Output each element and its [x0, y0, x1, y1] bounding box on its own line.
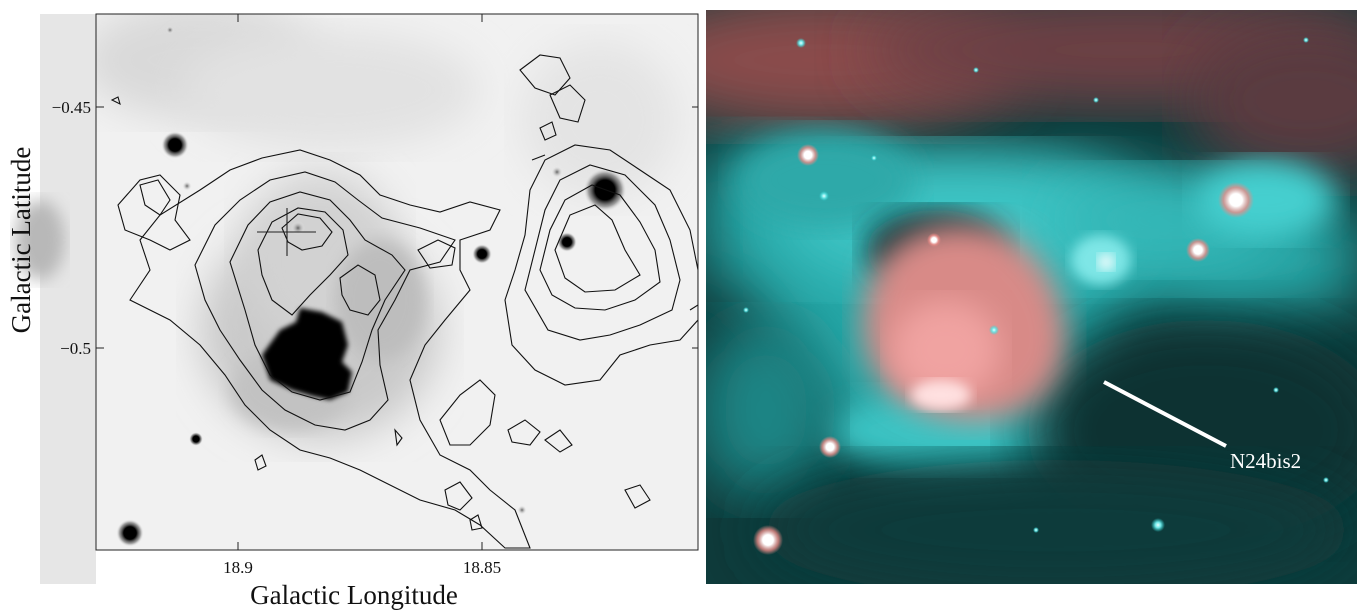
x-axis-label: Galactic Longitude [250, 580, 458, 610]
contour-map: −0.45 −0.5 18.9 18.85 Galactic Longitude… [6, 13, 699, 610]
star [1218, 182, 1254, 218]
y-tick-label: −0.45 [52, 98, 91, 117]
infrared-image: N24bis2 [706, 10, 1357, 584]
annotation-label: N24bis2 [1230, 449, 1301, 473]
star [753, 525, 783, 555]
star [1186, 238, 1210, 262]
position-marker-cross [257, 208, 316, 256]
point-source [557, 232, 577, 252]
point-source [161, 131, 189, 159]
point-source [189, 432, 203, 446]
x-tick-label: 18.85 [463, 558, 501, 577]
star [927, 233, 941, 247]
grayscale-image [96, 14, 698, 550]
image-edge [40, 14, 96, 584]
point-source [472, 244, 492, 264]
contour-lines [110, 54, 698, 549]
x-tick-label: 18.9 [223, 558, 253, 577]
star [819, 436, 841, 458]
axis-ticks [96, 14, 698, 550]
central-bright-source [262, 308, 352, 400]
y-axis-label: Galactic Latitude [6, 147, 36, 334]
annotation-pointer-line [1103, 380, 1227, 448]
plot-frame [95, 13, 699, 551]
star [797, 144, 819, 166]
y-tick-label: −0.5 [60, 339, 91, 358]
point-source [116, 519, 144, 547]
infrared-image-panel: N24bis2 [706, 10, 1357, 584]
contour-map-panel: −0.45 −0.5 18.9 18.85 Galactic Longitude… [6, 13, 699, 610]
